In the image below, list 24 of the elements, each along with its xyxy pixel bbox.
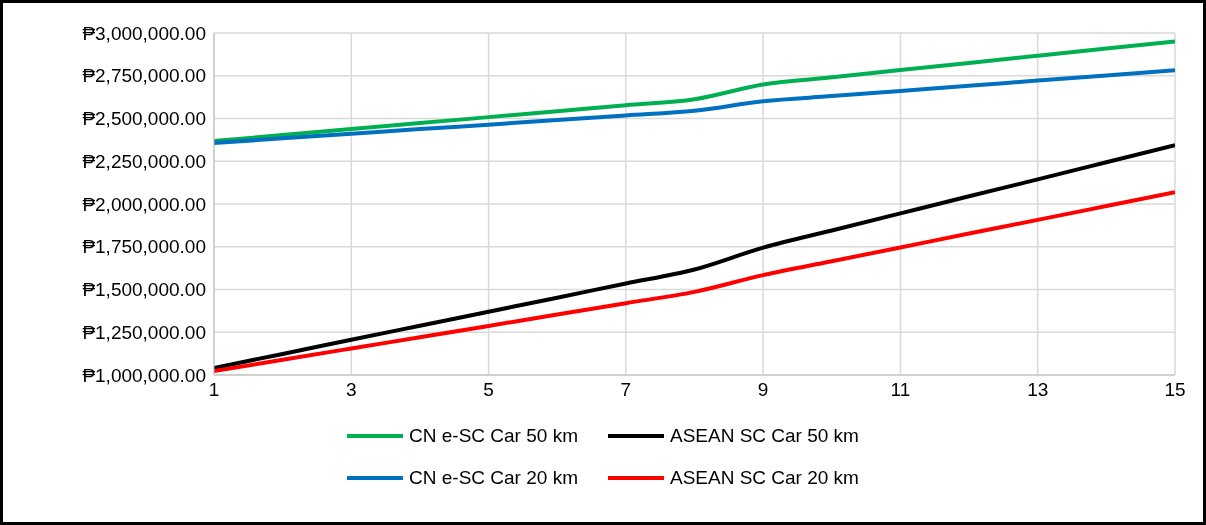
x-tick-label: 7 [620,379,632,401]
line-series [214,39,1175,144]
y-tick-label: ₱1,750,000.00 [82,236,206,258]
legend-label: ASEAN SC Car 20 km [669,467,859,489]
y-tick-label: ₱2,250,000.00 [82,150,206,172]
x-tick-label: 3 [346,379,357,401]
y-tick-label: ₱1,500,000.00 [82,279,206,301]
y-tick-label: ₱2,500,000.00 [82,108,206,130]
y-tick-label: ₱3,000,000.00 [82,22,206,44]
y-tick-label: ₱1,000,000.00 [82,364,206,386]
x-tick-label: 13 [1027,379,1049,401]
y-tick-label: ₱2,750,000.00 [82,65,206,87]
x-tick-label: 5 [483,379,494,401]
x-tick-label: 9 [757,379,769,401]
line-series [214,143,1175,370]
y-tick-label: ₱1,250,000.00 [82,321,206,343]
legend-label: CN e-SC Car 50 km [409,425,578,447]
x-tick-label: 15 [1164,379,1186,401]
line-series [214,68,1175,145]
legend-label: CN e-SC Car 20 km [409,467,578,489]
x-tick-label: 1 [208,379,220,401]
legend-label: ASEAN SC Car 50 km [669,425,859,447]
x-tick-label: 11 [890,379,911,401]
y-tick-label: ₱2,000,000.00 [82,193,206,215]
